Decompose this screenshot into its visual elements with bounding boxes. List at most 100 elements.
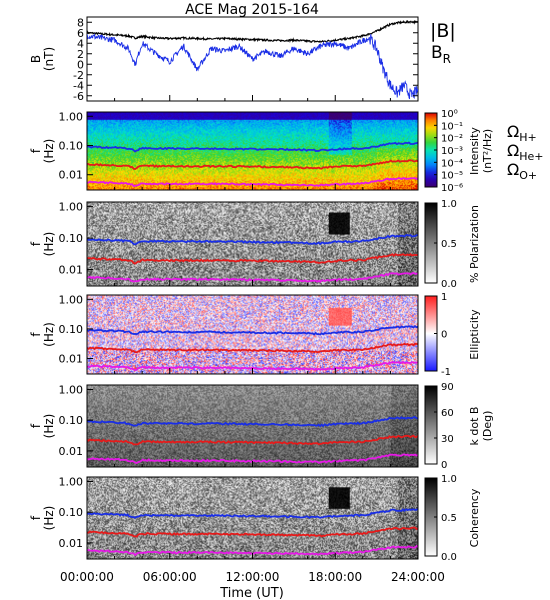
- freq-tick-label: 0.10: [59, 139, 84, 152]
- freq-tick-label: 0.01: [59, 169, 84, 182]
- colorbar-tick-label: 0: [441, 330, 447, 341]
- total-b-line: [87, 19, 418, 44]
- colorbar-tick-label: 90: [441, 382, 454, 393]
- freq-ylabel: f: [29, 332, 43, 337]
- freq-tick-label: 0.01: [59, 445, 84, 458]
- x-tick-label: 18:00:00: [308, 570, 362, 584]
- colorbar-tick-label: -1: [441, 367, 451, 378]
- coherency-colorbar-label: Coherency: [468, 488, 481, 547]
- colorbar-tick-label: 0.5: [441, 239, 457, 250]
- field-ytick-label: 8: [77, 16, 84, 29]
- colorbar-tick-label: 10⁻¹: [441, 121, 463, 132]
- field-ylabel: B: [29, 55, 43, 63]
- freq-tick-label: 0.10: [59, 414, 84, 427]
- x-tick-label: 12:00:00: [226, 570, 280, 584]
- field-ytick-label: 6: [77, 27, 84, 40]
- x-axis-label: Time (UT): [219, 586, 284, 600]
- field-ytick-label: 2: [77, 48, 84, 61]
- ellipticity-he-plus-line: [86, 342, 418, 354]
- freq-tick-label: 0.10: [59, 232, 84, 245]
- x-tick-label: 24:00:00: [391, 570, 445, 584]
- freq-yunit: (Hz): [42, 506, 56, 531]
- coherency-panel: 1.00 0.10 0.01 f (Hz) 1.0 0.5 0.0 Coherency: [29, 474, 481, 563]
- field-ytick-label: -6: [73, 90, 84, 103]
- legend-radial-b: BR: [431, 43, 451, 66]
- freq-tick-label: 0.10: [59, 323, 84, 336]
- freq-tick-label: 0.01: [59, 264, 84, 277]
- freq-tick-label: 1.00: [59, 383, 84, 396]
- field-ytick-label: -2: [73, 69, 84, 82]
- legend-omega-o: ΩO+: [507, 160, 537, 182]
- colorbar-tick-label: 1.0: [441, 199, 457, 210]
- freq-ylabel: f: [29, 515, 43, 520]
- freq-yunit: (Hz): [42, 139, 56, 164]
- ellipticity-h-plus-line: [86, 325, 419, 336]
- spectrum-colorbar-unit: (nT²/Hz): [481, 129, 494, 173]
- kdotb-he-plus-line: [86, 434, 419, 446]
- ellipticity-panel: 1.00 0.10 0.01 f (Hz) 1 0 -1 Ellipticity: [29, 292, 481, 378]
- colorbar-tick-label: 0.5: [441, 513, 457, 524]
- kdotb-h-plus-line: [86, 416, 419, 428]
- field-ytick-label: 4: [77, 37, 84, 50]
- ellipticity-colorbar-label: Ellipticity: [468, 309, 481, 360]
- colorbar-tick-label: 10⁻⁴: [441, 158, 463, 169]
- coherency-h-plus-line: [87, 508, 419, 519]
- legend-radial-b-subscript: R: [443, 52, 451, 66]
- kdotb-colorbar: [424, 385, 438, 465]
- freq-yunit: (Hz): [42, 322, 56, 347]
- polarization-heatmap-image: [87, 202, 418, 286]
- colorbar-tick-label: 10⁻³: [441, 146, 463, 157]
- colorbar-tick-label: 10⁻²: [441, 134, 463, 145]
- legend-omega-h: ΩH+: [507, 122, 537, 144]
- freq-ylabel: f: [29, 148, 43, 153]
- spectrum-heatmap-image: [87, 112, 418, 190]
- colorbar-tick-label: 0: [441, 460, 447, 471]
- colorbar-tick-label: 0.0: [441, 279, 457, 290]
- x-tick-label: 00:00:00: [60, 570, 114, 584]
- freq-ylabel: f: [29, 241, 43, 246]
- ion-gyrofrequency-legend: ΩH+ ΩHe+ ΩO+: [507, 122, 544, 182]
- colorbar-tick-label: 0.0: [441, 552, 457, 563]
- polarization-colorbar-label: % Polarization: [468, 205, 481, 283]
- freq-tick-label: 0.10: [59, 506, 84, 519]
- kdotb-heatmap-image: [87, 385, 418, 467]
- legend-total-b: |B|: [430, 20, 456, 42]
- field-ytick-label: 0: [77, 58, 84, 71]
- x-tick-label: 06:00:00: [143, 570, 197, 584]
- polarization-h-plus-line: [86, 234, 419, 246]
- radial-b-line: [87, 33, 418, 100]
- coherency-he-plus-line: [86, 526, 419, 538]
- field-ytick-label: -4: [73, 79, 84, 92]
- kdotb-colorbar-label: k dot B: [468, 407, 481, 446]
- colorbar-tick-label: 1.0: [441, 474, 457, 485]
- spectrum-colorbar-label: Intensity: [468, 127, 481, 175]
- freq-tick-label: 0.01: [59, 537, 84, 550]
- colorbar-tick-label: 30: [441, 434, 454, 445]
- polarization-he-plus-line: [86, 253, 419, 265]
- freq-yunit: (Hz): [42, 232, 56, 257]
- spectrum-h-plus-line: [86, 141, 419, 153]
- ellipticity-o-plus-line: [86, 360, 419, 372]
- figure-title: ACE Mag 2015-164: [185, 2, 319, 18]
- freq-yunit: (Hz): [42, 414, 56, 439]
- time-axis: 00:00:00 06:00:00 12:00:00 18:00:00 24:00:00: [60, 95, 445, 584]
- ellipticity-heatmap-image: [87, 295, 418, 374]
- freq-tick-label: 1.00: [59, 110, 84, 123]
- colorbar-tick-label: 1: [441, 292, 447, 303]
- coherency-heatmap-image: [87, 477, 418, 559]
- colorbar-tick-label: 60: [441, 408, 454, 419]
- colorbar-tick-label: 10⁻⁶: [441, 183, 463, 194]
- spectrum-he-plus-line: [87, 159, 419, 171]
- freq-ylabel: f: [29, 423, 43, 428]
- colorbar-tick-label: 10⁰: [441, 109, 458, 120]
- freq-tick-label: 0.01: [59, 353, 84, 366]
- freq-tick-label: 1.00: [59, 201, 84, 214]
- polarization-panel: 1.00 0.10 0.01 f (Hz) 1.0 0.5 0.0 % Polarization: [29, 199, 481, 290]
- kdotb-panel: 1.00 0.10 0.01 f (Hz) 90 60 30 0 k dot B (Deg): [29, 382, 494, 471]
- legend-omega-he: ΩHe+: [507, 141, 544, 163]
- field-yunit: (nT): [42, 47, 56, 71]
- freq-tick-label: 1.00: [59, 475, 84, 488]
